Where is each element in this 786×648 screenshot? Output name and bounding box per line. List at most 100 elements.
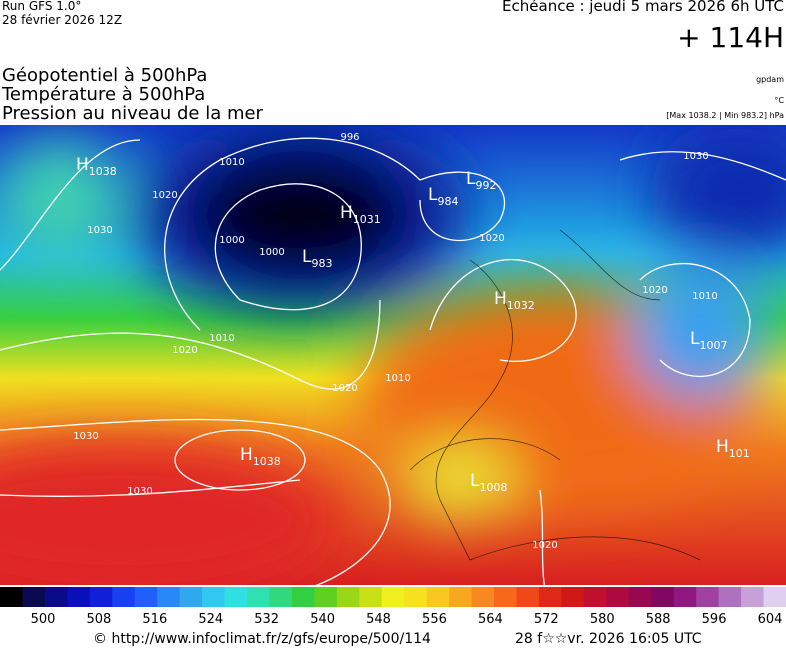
scale-swatch	[89, 587, 113, 607]
isobar-label: 1030	[87, 225, 112, 236]
scale-swatch	[606, 587, 630, 607]
scale-swatch	[314, 587, 338, 607]
isobar-label: 1020	[532, 540, 557, 551]
pressure-center: L984	[428, 185, 458, 208]
run-date: 28 février 2026 12Z	[2, 13, 122, 27]
scale-swatch	[179, 587, 203, 607]
isobar-label: 1020	[479, 233, 504, 244]
scale-swatch	[583, 587, 607, 607]
scale-label: 588	[646, 612, 671, 627]
scale-swatch	[112, 587, 136, 607]
isobar-label: 1010	[385, 373, 410, 384]
scale-swatch	[696, 587, 720, 607]
center-value: 992	[475, 179, 496, 192]
isobar-label: 1020	[172, 345, 197, 356]
pressure-center: H101	[716, 437, 750, 460]
scale-swatch	[628, 587, 652, 607]
extremes: [Max 1038.2 | Min 983.2] hPa	[666, 111, 784, 120]
scale-swatch	[651, 587, 675, 607]
scale-label: 572	[534, 612, 559, 627]
scale-swatch	[336, 587, 360, 607]
center-type: L	[428, 185, 438, 205]
isobar-label: 996	[340, 132, 359, 143]
center-type: H	[716, 437, 729, 457]
scale-swatch	[202, 587, 226, 607]
lead-time: + 114H	[677, 21, 784, 54]
center-value: 983	[311, 257, 332, 270]
center-value: 1031	[353, 213, 381, 226]
scale-swatch	[269, 587, 293, 607]
scale-swatch	[44, 587, 68, 607]
scale-label: 564	[478, 612, 503, 627]
center-value: 1038	[253, 455, 281, 468]
isobar-label: 1000	[219, 235, 244, 246]
pressure-center: L1007	[690, 329, 727, 352]
isobar-label: 1030	[127, 486, 152, 497]
center-value: 1008	[479, 481, 507, 494]
pressure-center: H1038	[76, 155, 117, 178]
center-type: L	[470, 471, 480, 491]
pressure-center: L983	[302, 247, 332, 270]
scale-label: 580	[590, 612, 615, 627]
center-type: H	[240, 445, 253, 465]
scale-swatch	[134, 587, 158, 607]
scale-label: 556	[422, 612, 447, 627]
scale-label: 508	[87, 612, 112, 627]
source: © http://www.infoclimat.fr/z/gfs/europe/…	[93, 631, 431, 647]
scale-swatch	[404, 587, 428, 607]
pressure-center: H1032	[494, 289, 535, 312]
pressure-center: H1038	[240, 445, 281, 468]
run: Run GFS 1.0°	[2, 0, 81, 13]
center-type: L	[466, 169, 476, 189]
unit: gpdam	[756, 75, 784, 84]
pressure-center: L992	[466, 169, 496, 192]
scale-swatch	[763, 587, 786, 607]
scale-swatch	[561, 587, 585, 607]
isobar-label: 1020	[642, 285, 667, 296]
field: Pression au niveau de la mer	[2, 103, 264, 124]
center-type: H	[494, 289, 507, 309]
map: 996 1010 1020 1030 1000 1000 1010 1020 1020 1030 1…	[0, 125, 786, 585]
center-type: L	[690, 329, 700, 349]
isobar-label: 1030	[683, 151, 708, 162]
scale-swatch	[718, 587, 742, 607]
center-type: L	[302, 247, 312, 267]
scale-swatch	[449, 587, 473, 607]
scale-swatch	[291, 587, 315, 607]
scale-label: 524	[198, 612, 223, 627]
field: Température à 500hPa	[1, 84, 205, 105]
scale-label: 500	[31, 612, 56, 627]
scale-swatch	[381, 587, 405, 607]
field: Géopotentiel à 500hPa	[2, 65, 207, 86]
scale-label: 532	[254, 612, 279, 627]
generated: 28 f☆☆vr. 2026 16:05 UTC	[515, 631, 702, 647]
isobar-label: 1010	[209, 333, 234, 344]
scale-swatch	[538, 587, 562, 607]
scale-swatch	[426, 587, 450, 607]
isobar-label: 1010	[692, 291, 717, 302]
isobar-label: 1030	[73, 431, 98, 442]
scale-swatch	[224, 587, 248, 607]
scale-label: 596	[702, 612, 727, 627]
scale-swatch	[359, 587, 383, 607]
scale-swatch	[0, 587, 23, 607]
center-value: 1038	[89, 165, 117, 178]
valid-time: Echéance : jeudi 5 mars 2026 6h UTC	[502, 0, 784, 15]
scale-swatch	[494, 587, 518, 607]
scale-swatch	[157, 587, 181, 607]
unit: °C	[774, 96, 784, 105]
scale-label: 604	[758, 612, 783, 627]
scale-swatch	[67, 587, 91, 607]
center-value: 984	[437, 195, 458, 208]
isobar-label: 1010	[219, 157, 244, 168]
pressure-center: L1008	[470, 471, 507, 494]
center-value: 101	[729, 447, 750, 460]
center-type: H	[76, 155, 89, 175]
scale-swatch	[247, 587, 270, 607]
isobar-label: 1020	[332, 383, 357, 394]
scale-swatch	[471, 587, 495, 607]
isobar-label: 1000	[259, 247, 284, 258]
scale-swatch	[741, 587, 765, 607]
scale-label: 548	[366, 612, 391, 627]
